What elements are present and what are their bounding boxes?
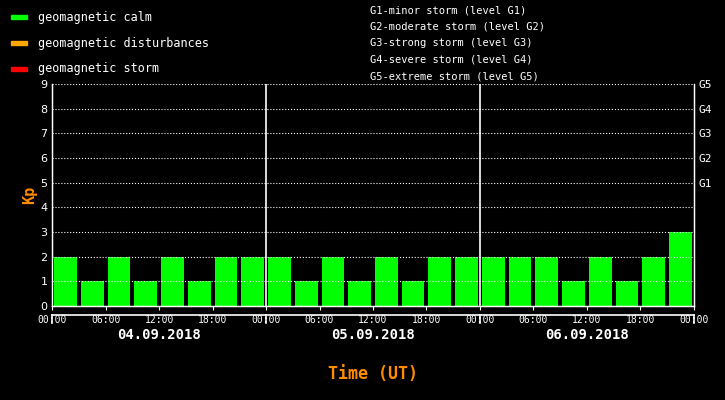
Bar [562, 281, 585, 306]
Text: geomagnetic calm: geomagnetic calm [38, 11, 152, 24]
Bar [161, 257, 184, 306]
FancyBboxPatch shape [11, 15, 28, 20]
Bar [348, 281, 371, 306]
Bar [268, 257, 291, 306]
Bar [455, 257, 478, 306]
Bar [536, 257, 558, 306]
Bar [241, 257, 264, 306]
Text: 04.09.2018: 04.09.2018 [117, 328, 201, 342]
Bar [642, 257, 665, 306]
Y-axis label: Kp: Kp [22, 186, 38, 204]
Text: G4-severe storm (level G4): G4-severe storm (level G4) [370, 55, 532, 65]
Text: geomagnetic disturbances: geomagnetic disturbances [38, 36, 209, 50]
Bar [188, 281, 210, 306]
Bar [402, 281, 424, 306]
Text: geomagnetic storm: geomagnetic storm [38, 62, 160, 75]
Bar [108, 257, 130, 306]
FancyBboxPatch shape [11, 41, 28, 45]
Bar [215, 257, 237, 306]
Bar [509, 257, 531, 306]
Text: G2-moderate storm (level G2): G2-moderate storm (level G2) [370, 22, 544, 32]
Text: G1-minor storm (level G1): G1-minor storm (level G1) [370, 6, 526, 16]
Text: G3-strong storm (level G3): G3-strong storm (level G3) [370, 38, 532, 48]
Bar [295, 281, 318, 306]
Bar [616, 281, 638, 306]
Bar [134, 281, 157, 306]
Bar [428, 257, 451, 306]
Text: Time (UT): Time (UT) [328, 365, 418, 383]
Text: G5-extreme storm (level G5): G5-extreme storm (level G5) [370, 71, 539, 81]
Bar [322, 257, 344, 306]
Bar [482, 257, 505, 306]
Bar [589, 257, 612, 306]
Bar [669, 232, 692, 306]
Bar [54, 257, 77, 306]
Bar [375, 257, 398, 306]
Text: 06.09.2018: 06.09.2018 [545, 328, 629, 342]
FancyBboxPatch shape [11, 66, 28, 71]
Bar [81, 281, 104, 306]
Text: 05.09.2018: 05.09.2018 [331, 328, 415, 342]
